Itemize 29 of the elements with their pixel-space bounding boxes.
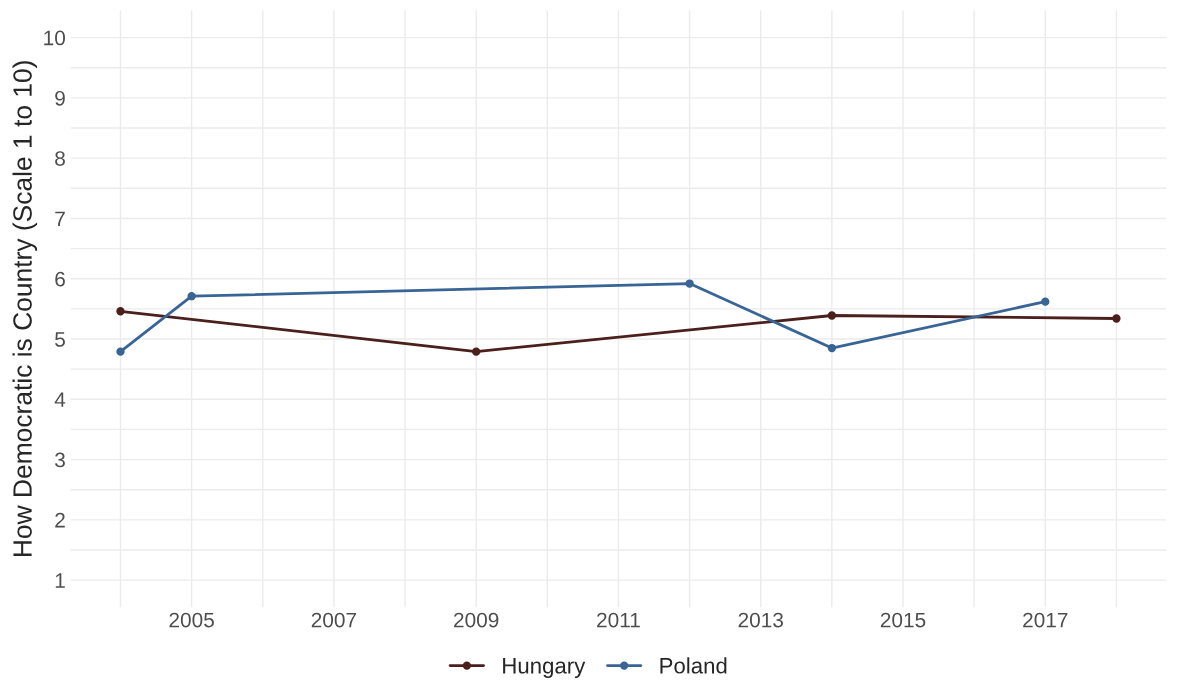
x-tick-label: 2015	[880, 612, 926, 628]
y-tick-label: 2	[55, 512, 65, 528]
y-tick-label: 1	[55, 573, 65, 588]
y-tick-label: 8	[55, 151, 65, 166]
legend-label: Poland	[660, 657, 727, 674]
y-tick-label: 6	[55, 271, 65, 287]
x-tick-label: 2005	[169, 612, 214, 628]
y-tick-label: 3	[55, 452, 65, 468]
y-tick-label: 9	[55, 90, 65, 106]
point	[827, 311, 837, 320]
x-tick-label: 2017	[1023, 612, 1068, 628]
point	[685, 279, 694, 288]
point	[116, 307, 125, 316]
point	[116, 347, 125, 356]
y-tick-label: 5	[55, 332, 65, 347]
point	[187, 292, 196, 301]
x-tick-label: 2009	[454, 612, 499, 628]
point	[472, 347, 481, 356]
point	[1112, 314, 1121, 323]
x-tick-label: 2011	[597, 612, 640, 628]
legend-label: Hungary	[503, 658, 586, 678]
x-tick-label: 2007	[311, 612, 357, 628]
x-tick-label: 2013	[738, 612, 783, 628]
point	[827, 343, 837, 353]
y-tick-label: 10	[44, 30, 66, 46]
y-tick-label: 4	[54, 392, 66, 407]
y-axis-title: How Democratic is Country (Scale 1 to 10)	[12, 61, 38, 556]
y-tick-label: 7	[55, 211, 65, 226]
point	[1041, 297, 1050, 306]
